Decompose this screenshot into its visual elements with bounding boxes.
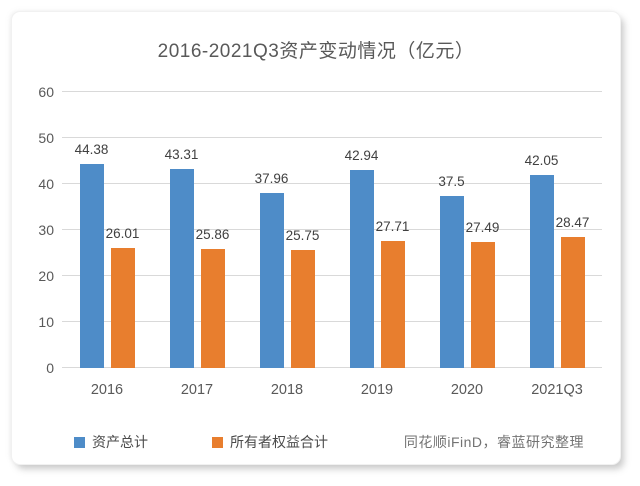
y-axis-tick-40: 40 (38, 176, 54, 192)
bar-value-label: 27.71 (375, 218, 410, 234)
x-axis-label-2016: 2016 (90, 382, 124, 398)
bar-value-label: 27.49 (465, 219, 500, 235)
x-axis-label-2019: 2019 (360, 382, 394, 398)
bar-groups: 44.38 26.01 2016 43.31 25.86 2017 37.96 25.75 20… (62, 92, 602, 399)
plot-area: 0 10 20 30 40 50 60 44.38 26.01 2016 43.31 25.86 201… (38, 84, 602, 399)
bar-series-0-2018: 37.96 (255, 171, 288, 368)
bar-value-label: 42.05 (524, 152, 559, 168)
legend-item-series-1: 所有者权益合计 (212, 432, 328, 452)
chart-card: 2016-2021Q3资产变动情况（亿元） 0 10 20 30 40 50 60 44.38… (12, 12, 620, 464)
bar-group-2018: 37.96 25.75 2018 (242, 92, 332, 398)
bar-group-2021Q3: 42.05 28.47 2021Q3 (512, 92, 602, 398)
bar-group-2020: 37.5 27.49 2020 (422, 92, 512, 399)
bar-value-label: 26.01 (105, 226, 140, 242)
legend-swatch-orange (212, 436, 223, 448)
bar-value-label: 25.86 (195, 227, 230, 243)
bar-series-1-2019: 27.71 (376, 219, 409, 368)
y-axis-tick-30: 30 (38, 222, 54, 238)
gridline-50 (62, 137, 602, 138)
gridline-20 (62, 275, 602, 276)
bar-value-label: 28.47 (555, 215, 590, 231)
bar-series-1-2017: 25.86 (196, 227, 229, 368)
legend-item-series-0: 资产总计 (74, 432, 148, 452)
legend-swatch-blue (74, 436, 85, 448)
bar-series-1-2016: 26.01 (106, 226, 139, 368)
x-axis-label-2018: 2018 (270, 382, 304, 398)
bar-group-2019: 42.94 27.71 2019 (332, 92, 422, 398)
x-axis-label-2021Q3: 2021Q3 (531, 382, 583, 398)
bar-value-label: 42.94 (344, 148, 379, 164)
bar-series-0-2017: 43.31 (165, 147, 198, 368)
bar-series-1-2018: 25.75 (286, 228, 319, 368)
bar-value-label: 25.75 (285, 227, 320, 243)
legend-label-series-0: 资产总计 (92, 434, 148, 450)
bar-series-0-2021Q3: 42.05 (525, 153, 558, 368)
gridline-10 (62, 321, 602, 322)
bar-value-label: 37.5 (438, 173, 465, 189)
legend-label-series-1: 所有者权益合计 (230, 434, 328, 450)
source-note: 同花顺iFinD，睿蓝研究整理 (403, 434, 584, 450)
bar-series-0-2019: 42.94 (345, 148, 378, 368)
y-axis-tick-10: 10 (38, 314, 54, 330)
y-axis-tick-0: 0 (46, 360, 54, 376)
y-axis-tick-50: 50 (38, 130, 54, 146)
bar-value-label: 37.96 (254, 171, 289, 187)
bar-group-2017: 43.31 25.86 2017 (152, 92, 242, 398)
bar-group-2016: 44.38 26.01 2016 (62, 92, 152, 398)
bar-series-1-2021Q3: 28.47 (556, 215, 589, 368)
gridline-60 (62, 91, 602, 92)
bar-value-label: 44.38 (74, 141, 109, 157)
gridline-30 (62, 229, 602, 230)
y-axis-tick-20: 20 (38, 268, 54, 284)
gridline-0 (62, 367, 602, 368)
y-axis-tick-60: 60 (38, 84, 54, 100)
legend: 资产总计 所有者权益合计 同花顺iFinD，睿蓝研究整理 (12, 432, 620, 452)
x-axis-label-2017: 2017 (180, 382, 214, 398)
x-axis-label-2020: 2020 (450, 382, 484, 398)
bar-series-0-2020: 37.5 (438, 174, 465, 368)
chart-region: 0 10 20 30 40 50 60 44.38 26.01 2016 43.31 25.86 201… (12, 84, 620, 399)
bar-value-label: 43.31 (164, 146, 199, 162)
chart-title: 2016-2021Q3资产变动情况（亿元） (157, 41, 475, 62)
bar-series-1-2020: 27.49 (466, 220, 499, 368)
bar-series-0-2016: 44.38 (75, 142, 108, 368)
gridline-40 (62, 183, 602, 184)
